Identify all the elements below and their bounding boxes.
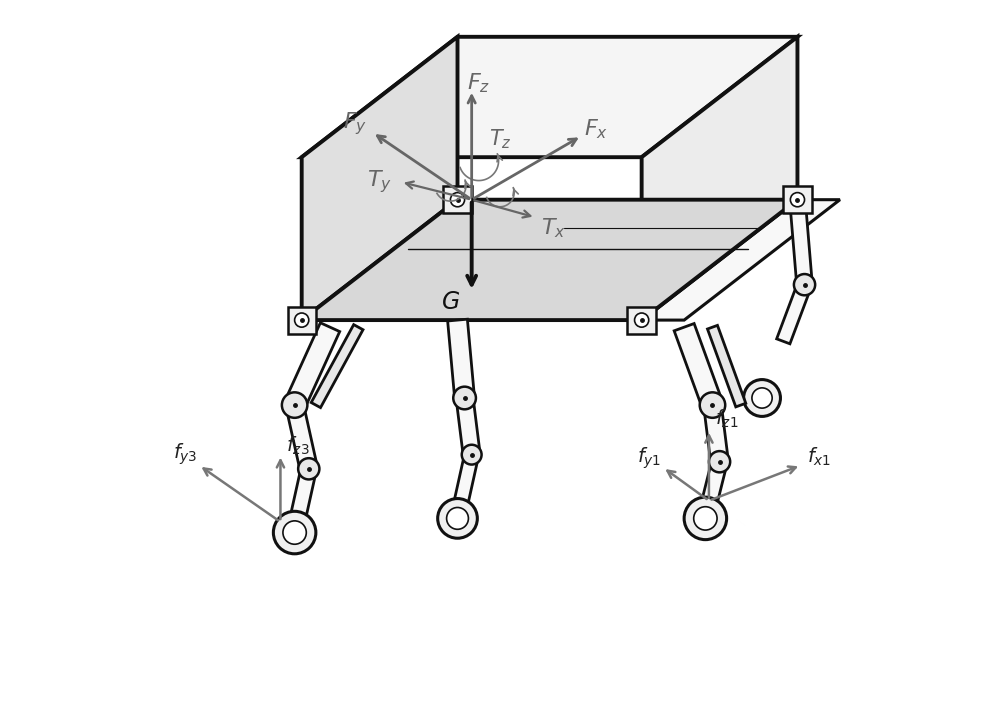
Text: $f_{x1}$: $f_{x1}$ (807, 446, 831, 468)
Polygon shape (302, 200, 500, 320)
Text: $f_{y3}$: $f_{y3}$ (173, 442, 197, 467)
Polygon shape (790, 199, 812, 285)
FancyBboxPatch shape (443, 186, 472, 213)
Text: $T_x$: $T_x$ (541, 216, 566, 240)
Polygon shape (642, 37, 797, 320)
Circle shape (298, 458, 319, 479)
Circle shape (447, 508, 468, 529)
Polygon shape (285, 323, 340, 410)
Circle shape (273, 511, 316, 554)
Text: $T_y$: $T_y$ (367, 169, 392, 196)
Circle shape (790, 193, 805, 207)
FancyArrowPatch shape (277, 460, 284, 519)
Circle shape (438, 498, 477, 538)
Polygon shape (302, 37, 797, 157)
Polygon shape (456, 397, 480, 456)
Polygon shape (451, 453, 479, 520)
FancyArrowPatch shape (204, 469, 278, 520)
Circle shape (453, 387, 476, 410)
FancyBboxPatch shape (627, 306, 656, 333)
Polygon shape (777, 282, 811, 344)
Text: $f_{z3}$: $f_{z3}$ (286, 434, 310, 456)
Circle shape (694, 507, 717, 530)
Polygon shape (674, 324, 722, 409)
FancyArrowPatch shape (712, 466, 796, 500)
Polygon shape (707, 326, 746, 407)
FancyBboxPatch shape (288, 306, 316, 333)
FancyBboxPatch shape (783, 186, 812, 213)
Circle shape (794, 274, 815, 295)
Circle shape (709, 451, 730, 472)
Text: $T_z$: $T_z$ (489, 128, 511, 151)
Polygon shape (287, 467, 316, 534)
Circle shape (282, 392, 307, 418)
Circle shape (700, 392, 725, 418)
Polygon shape (286, 403, 317, 471)
FancyArrowPatch shape (474, 201, 530, 218)
FancyArrowPatch shape (377, 136, 469, 198)
Polygon shape (472, 200, 670, 320)
Circle shape (450, 193, 465, 207)
FancyArrowPatch shape (467, 203, 476, 284)
FancyArrowPatch shape (474, 139, 576, 198)
Text: $F_x$: $F_x$ (584, 117, 608, 141)
Polygon shape (302, 37, 458, 320)
Text: $G$: $G$ (441, 291, 460, 314)
FancyArrowPatch shape (667, 471, 707, 499)
Circle shape (635, 313, 649, 327)
Polygon shape (704, 404, 728, 463)
Circle shape (752, 388, 772, 408)
Polygon shape (311, 325, 363, 407)
Circle shape (462, 445, 482, 464)
Polygon shape (448, 319, 474, 399)
Polygon shape (642, 200, 840, 320)
Circle shape (295, 313, 309, 327)
Text: $f_{y1}$: $f_{y1}$ (637, 446, 661, 471)
FancyArrowPatch shape (705, 435, 713, 498)
Circle shape (684, 497, 727, 540)
Circle shape (744, 380, 780, 417)
Text: $F_y$: $F_y$ (343, 109, 367, 137)
Text: $f_{z1}$: $f_{z1}$ (715, 408, 738, 430)
Circle shape (283, 521, 306, 544)
FancyArrowPatch shape (468, 96, 475, 197)
Polygon shape (302, 200, 797, 320)
Text: $F_z$: $F_z$ (467, 71, 490, 95)
Polygon shape (698, 460, 727, 520)
FancyArrowPatch shape (406, 181, 469, 199)
